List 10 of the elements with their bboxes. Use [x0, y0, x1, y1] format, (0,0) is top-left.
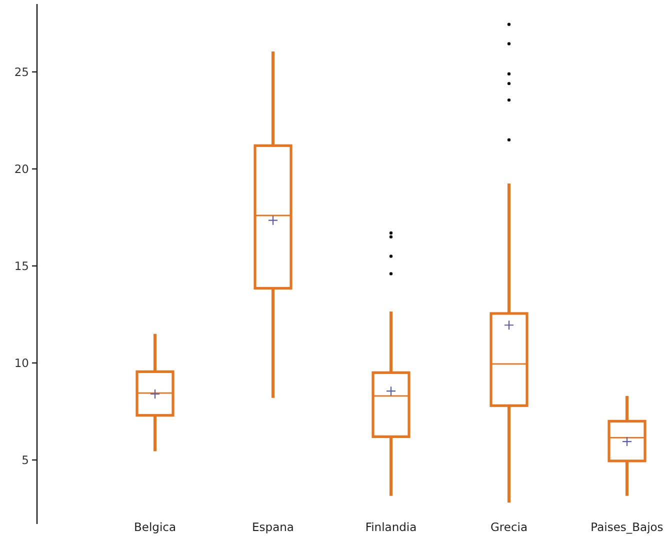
- x-tick-label: Grecia: [490, 520, 528, 534]
- y-tick-label: 5: [22, 452, 29, 467]
- x-tick-label: Finlandia: [365, 520, 417, 534]
- x-tick-label: Belgica: [134, 520, 176, 534]
- y-tick-label: 10: [14, 356, 29, 370]
- y-tick-label: 20: [14, 162, 29, 176]
- x-tick-label: Espana: [252, 520, 294, 534]
- y-tick-label: 25: [14, 64, 29, 79]
- x-tick-label: Paises_Bajos: [590, 520, 664, 534]
- y-tick-label: 15: [14, 258, 29, 273]
